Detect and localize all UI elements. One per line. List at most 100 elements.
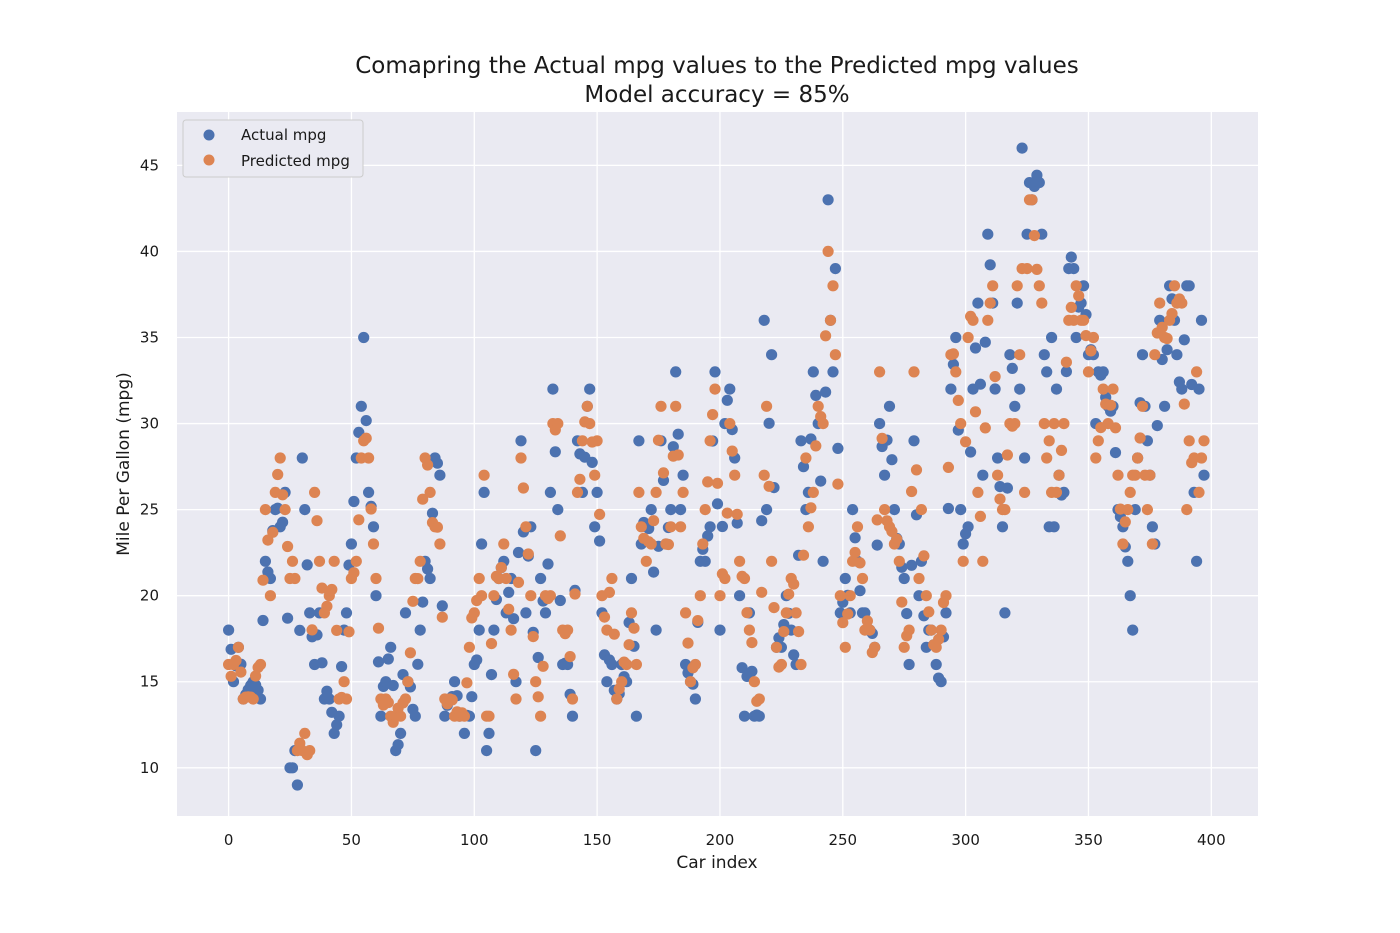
data-point — [800, 452, 812, 464]
data-point — [554, 594, 566, 607]
data-point — [476, 538, 488, 550]
data-point — [1141, 504, 1153, 516]
data-point — [854, 557, 866, 569]
data-point — [839, 572, 851, 585]
data-point — [680, 607, 692, 619]
data-point — [886, 454, 898, 466]
data-point — [748, 676, 761, 688]
data-point — [994, 493, 1006, 505]
data-point — [598, 611, 611, 623]
data-point — [628, 622, 640, 634]
data-point — [645, 504, 657, 516]
data-point — [485, 669, 498, 681]
data-point — [761, 504, 773, 516]
data-point — [1193, 383, 1205, 395]
x-tick-label: 150 — [583, 831, 612, 849]
data-point — [417, 596, 429, 608]
data-point — [505, 624, 517, 636]
data-point — [363, 452, 375, 464]
data-point — [601, 676, 613, 688]
data-point — [945, 383, 957, 395]
data-point — [753, 710, 765, 722]
data-point — [672, 449, 684, 461]
x-tick-label: 0 — [224, 831, 234, 849]
data-point — [282, 612, 294, 624]
data-point — [827, 280, 839, 292]
legend-box — [182, 119, 364, 178]
data-point — [1127, 624, 1139, 636]
data-point — [915, 504, 928, 516]
data-point — [942, 502, 955, 515]
data-point — [466, 691, 478, 703]
data-point — [483, 710, 495, 722]
data-point — [1004, 349, 1016, 361]
data-point — [414, 624, 426, 636]
data-point — [367, 538, 380, 550]
data-point — [1001, 482, 1014, 494]
data-point — [1011, 297, 1023, 309]
data-point — [702, 530, 714, 542]
data-point — [468, 607, 480, 619]
data-point — [812, 400, 824, 412]
data-point — [738, 572, 751, 585]
x-tick-label: 100 — [460, 831, 489, 849]
data-point — [795, 435, 807, 447]
data-point — [473, 572, 485, 585]
data-point — [554, 530, 566, 542]
data-point — [382, 696, 394, 709]
data-point — [291, 779, 303, 791]
data-point — [1016, 142, 1028, 154]
data-point — [348, 495, 360, 508]
data-points — [223, 142, 1210, 791]
data-point — [530, 745, 542, 757]
data-point — [434, 538, 446, 550]
data-point — [594, 508, 606, 520]
data-point — [810, 389, 822, 401]
data-point — [606, 572, 618, 585]
data-point — [515, 452, 527, 464]
data-point — [1021, 263, 1033, 275]
data-point — [955, 418, 967, 430]
data-point — [753, 693, 765, 705]
data-point — [267, 526, 279, 538]
data-point — [1195, 452, 1208, 464]
data-point — [495, 562, 507, 574]
data-point — [746, 637, 758, 649]
data-point — [1041, 452, 1053, 464]
data-point — [591, 486, 603, 498]
data-point — [350, 555, 362, 567]
data-point — [756, 515, 768, 527]
data-point — [424, 572, 436, 585]
data-point — [707, 409, 719, 421]
data-point — [252, 684, 264, 696]
data-point — [424, 486, 436, 498]
data-point — [940, 590, 952, 602]
data-point — [724, 383, 736, 395]
data-point — [574, 473, 586, 485]
data-point — [817, 555, 829, 567]
data-point — [286, 555, 299, 567]
data-point — [316, 657, 328, 669]
data-point — [286, 762, 299, 774]
data-point — [797, 461, 810, 473]
data-point — [817, 418, 829, 430]
data-point — [1112, 469, 1124, 481]
y-tick-label: 30 — [140, 415, 159, 433]
data-point — [832, 442, 844, 454]
legend-label-actual: Actual mpg — [241, 126, 326, 144]
data-point — [969, 342, 982, 354]
chart-subtitle: Model accuracy = 85% — [584, 82, 849, 108]
data-point — [989, 383, 1001, 395]
data-point — [650, 624, 662, 636]
data-point — [1144, 469, 1156, 481]
data-point — [385, 641, 397, 653]
data-point — [458, 710, 470, 722]
data-point — [434, 469, 446, 481]
data-point — [611, 693, 623, 705]
data-point — [768, 602, 780, 614]
data-point — [603, 586, 616, 599]
data-point — [623, 639, 635, 651]
data-point — [950, 331, 962, 344]
data-point — [1119, 516, 1131, 528]
